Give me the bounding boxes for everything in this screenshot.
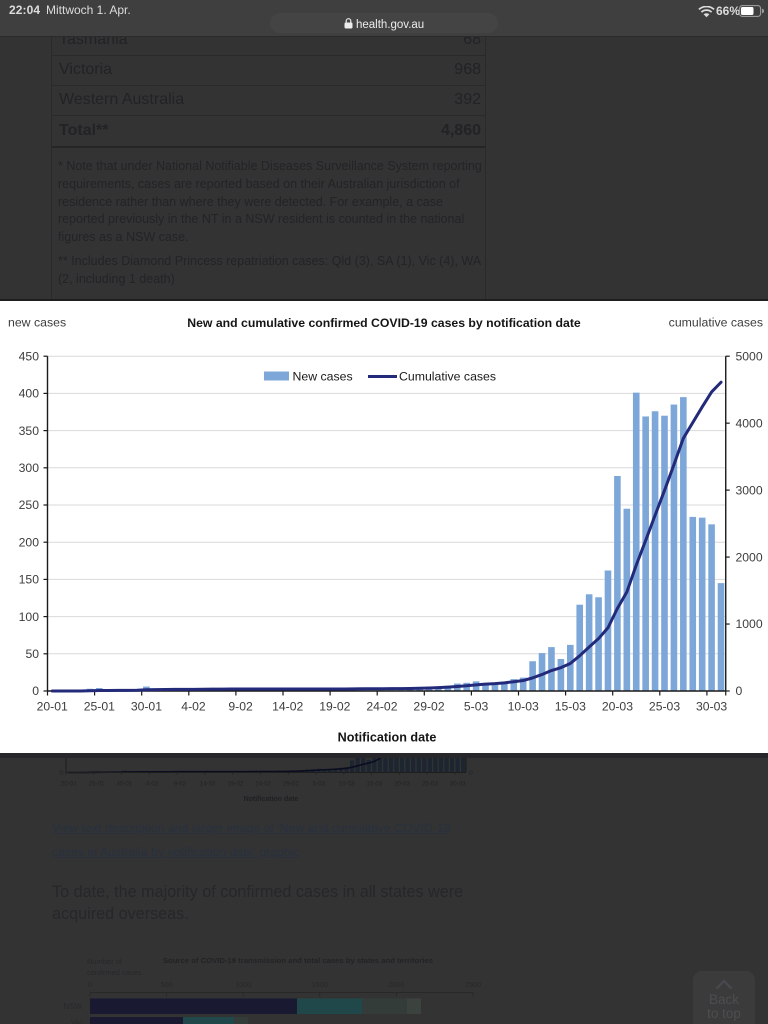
svg-text:30-01: 30-01	[116, 781, 132, 788]
svg-text:10-03: 10-03	[339, 781, 355, 788]
svg-text:20-01: 20-01	[61, 781, 77, 788]
svg-text:New and cumulative confirmed C: New and cumulative confirmed COVID-19 ca…	[187, 316, 581, 330]
svg-text:0: 0	[736, 684, 743, 698]
svg-text:30-03: 30-03	[450, 781, 466, 788]
svg-text:450: 450	[19, 349, 40, 363]
svg-text:20-01: 20-01	[37, 700, 68, 714]
svg-text:10-03: 10-03	[508, 700, 539, 714]
svg-text:Source of COVID-19 transmissio: Source of COVID-19 transmission and tota…	[163, 956, 433, 965]
svg-text:25-03: 25-03	[649, 700, 680, 714]
svg-text:30-03: 30-03	[696, 700, 727, 714]
svg-text:20-03: 20-03	[602, 700, 633, 714]
svg-text:15-03: 15-03	[555, 700, 586, 714]
svg-text:9-02: 9-02	[228, 700, 253, 714]
svg-text:2000: 2000	[388, 980, 404, 989]
svg-text:25-03: 25-03	[422, 781, 438, 788]
svg-text:19-02: 19-02	[319, 700, 350, 714]
svg-text:29-02: 29-02	[283, 781, 299, 788]
svg-text:25-01: 25-01	[84, 700, 115, 714]
svg-text:15-03: 15-03	[366, 781, 382, 788]
svg-text:20-03: 20-03	[394, 781, 410, 788]
svg-text:350: 350	[19, 424, 40, 438]
svg-text:29-02: 29-02	[413, 700, 444, 714]
svg-text:150: 150	[19, 573, 40, 587]
svg-text:19-02: 19-02	[228, 781, 244, 788]
svg-text:Cumulative cases: Cumulative cases	[399, 370, 496, 384]
svg-text:25-01: 25-01	[89, 781, 105, 788]
svg-text:4000: 4000	[736, 416, 763, 430]
svg-text:50: 50	[25, 647, 39, 661]
svg-text:Notification date: Notification date	[338, 731, 437, 745]
svg-text:0: 0	[469, 770, 473, 777]
svg-text:3000: 3000	[736, 483, 763, 497]
svg-text:New cases: New cases	[293, 370, 353, 384]
svg-text:2000: 2000	[736, 550, 763, 564]
svg-text:0: 0	[88, 980, 92, 989]
svg-text:14-02: 14-02	[272, 700, 303, 714]
svg-text:500: 500	[161, 980, 173, 989]
svg-text:confirmed cases: confirmed cases	[87, 968, 142, 977]
svg-text:1000: 1000	[235, 980, 251, 989]
svg-text:0: 0	[59, 770, 63, 777]
svg-text:4-02: 4-02	[146, 781, 159, 788]
svg-text:200: 200	[19, 535, 40, 549]
svg-text:400: 400	[19, 387, 40, 401]
svg-text:14-02: 14-02	[200, 781, 216, 788]
svg-text:30-01: 30-01	[131, 700, 162, 714]
svg-text:Notification date: Notification date	[244, 796, 299, 803]
svg-text:24-02: 24-02	[255, 781, 271, 788]
svg-text:5-03: 5-03	[464, 700, 489, 714]
svg-text:cumulative cases: cumulative cases	[669, 316, 763, 330]
svg-text:300: 300	[19, 461, 40, 475]
svg-text:1500: 1500	[312, 980, 328, 989]
svg-text:5000: 5000	[736, 349, 763, 363]
svg-text:0: 0	[32, 684, 39, 698]
svg-text:4-02: 4-02	[181, 700, 206, 714]
svg-text:Number of: Number of	[87, 957, 123, 966]
svg-text:2500: 2500	[465, 980, 481, 989]
svg-text:1000: 1000	[736, 617, 763, 631]
svg-text:Vic: Vic	[71, 1019, 82, 1024]
svg-text:5-03: 5-03	[313, 781, 326, 788]
svg-text:new cases: new cases	[8, 316, 66, 330]
svg-text:9-02: 9-02	[174, 781, 187, 788]
svg-text:24-02: 24-02	[366, 700, 397, 714]
svg-text:NSW: NSW	[63, 1002, 82, 1011]
svg-text:100: 100	[19, 610, 40, 624]
svg-text:250: 250	[19, 498, 40, 512]
